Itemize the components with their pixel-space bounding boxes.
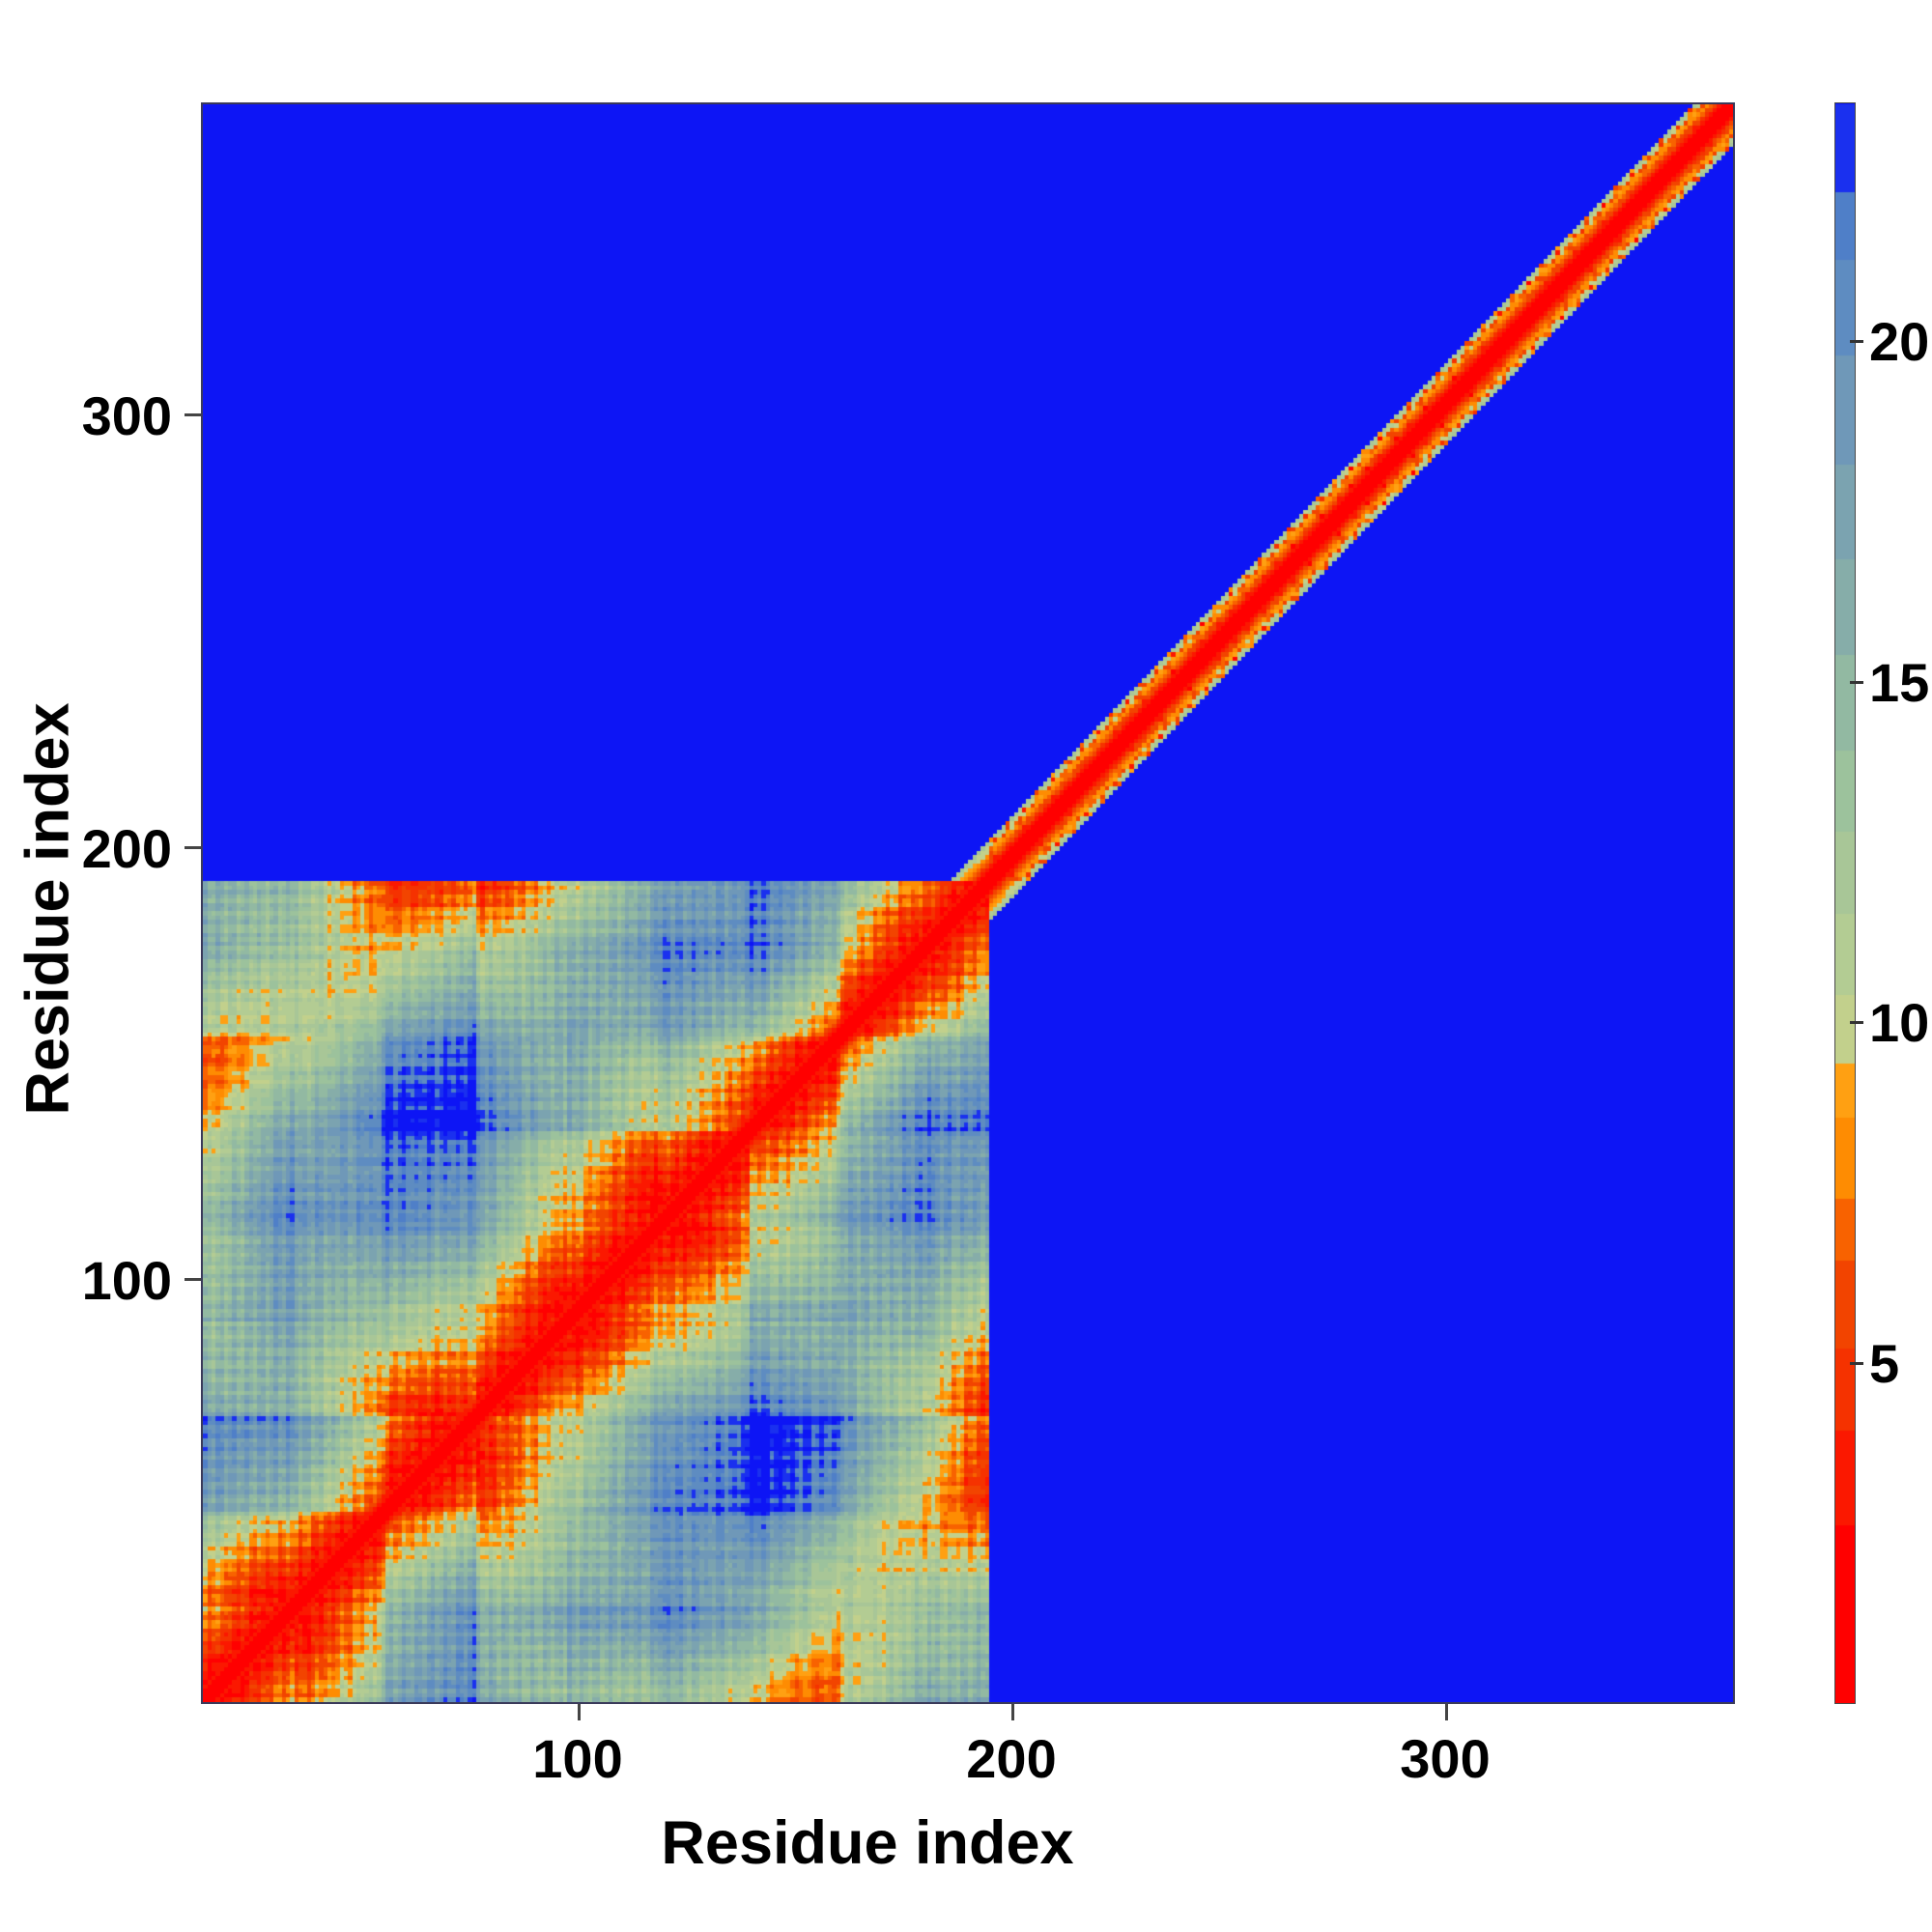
x-ticklabel-100: 100 xyxy=(532,1728,623,1789)
colorbar-label-5: 5 xyxy=(1869,1333,1900,1395)
y-ticklabel-300: 300 xyxy=(81,385,172,446)
y-ticklabel-100: 100 xyxy=(81,1250,172,1311)
colorbar-label-20: 20 xyxy=(1869,310,1930,372)
colorbar-tick-10 xyxy=(1850,1021,1863,1025)
y-tick-300 xyxy=(185,413,201,416)
x-tick-100 xyxy=(578,1704,581,1720)
colorbar-label-10: 10 xyxy=(1869,992,1930,1054)
x-ticklabel-300: 300 xyxy=(1400,1728,1491,1789)
colorbar-tick-15 xyxy=(1850,680,1863,684)
heatmap-plot-area xyxy=(201,102,1735,1704)
x-ticklabel-200: 200 xyxy=(966,1728,1057,1789)
x-axis-label: Residue index xyxy=(661,1809,1074,1877)
y-axis-label: Residue index xyxy=(14,702,82,1116)
contact-map-canvas xyxy=(203,104,1733,1702)
colorbar-tick-5 xyxy=(1850,1362,1863,1366)
colorbar-gradient xyxy=(1835,103,1855,1703)
x-tick-300 xyxy=(1445,1704,1448,1720)
y-axis-label-wrap: Residue index xyxy=(0,702,435,1115)
y-tick-200 xyxy=(185,846,201,849)
colorbar-tick-20 xyxy=(1850,339,1863,343)
y-tick-100 xyxy=(185,1278,201,1281)
colorbar xyxy=(1834,102,1856,1704)
x-tick-200 xyxy=(1011,1704,1014,1720)
y-ticklabel-200: 200 xyxy=(81,818,172,879)
colorbar-label-15: 15 xyxy=(1869,651,1930,713)
